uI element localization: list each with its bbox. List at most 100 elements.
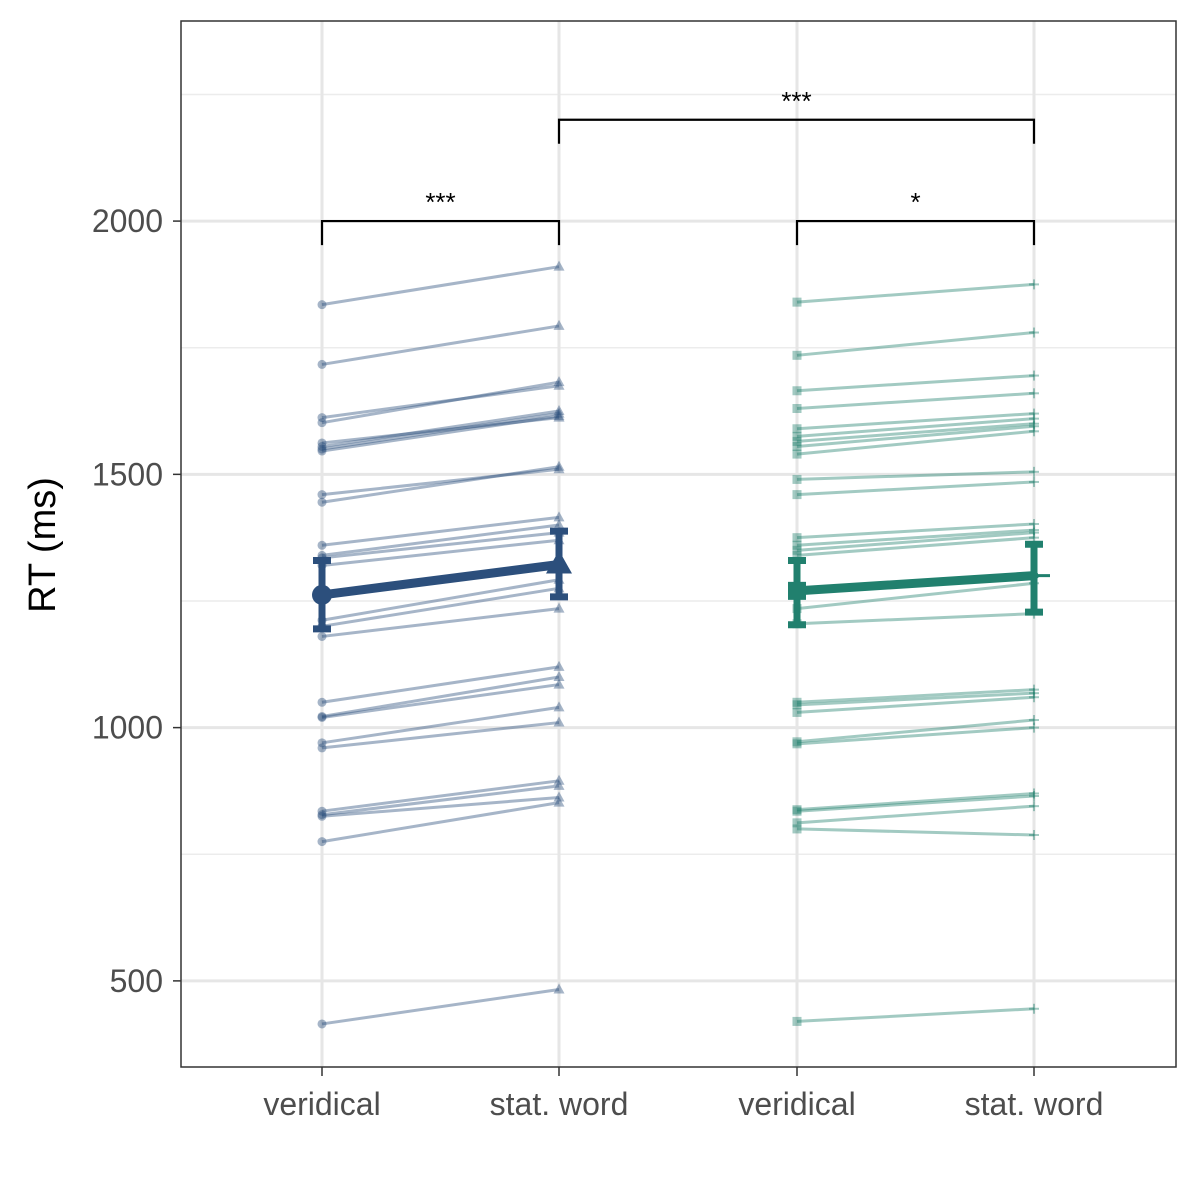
participant-segment	[321, 607, 560, 638]
participant-line	[792, 801, 1039, 828]
participant-segment	[321, 683, 560, 719]
participant-point-first	[317, 837, 327, 847]
x-axis: veridical stat. word veridical stat. word	[263, 1067, 1103, 1122]
participant-point-second	[1029, 830, 1039, 841]
participant-line	[317, 983, 565, 1029]
participant-point-first	[792, 533, 802, 543]
participant-line	[792, 1003, 1039, 1026]
participant-point-first	[792, 431, 802, 441]
participant-point-first	[317, 738, 327, 748]
participant-line	[792, 788, 1039, 815]
participant-point-second	[553, 405, 565, 416]
participant-line	[317, 701, 565, 748]
participant-line	[317, 407, 565, 454]
participant-segment	[796, 688, 1035, 704]
participant-point-second	[1029, 279, 1039, 290]
significance-bracket: ***	[320, 187, 561, 246]
participant-point-first	[792, 490, 802, 500]
participant-segment	[796, 429, 1035, 456]
participant-point-second	[553, 511, 565, 522]
participant-point-first	[317, 711, 327, 721]
participant-line	[792, 327, 1039, 360]
participant-segment	[321, 796, 560, 818]
participant-segment	[321, 721, 560, 750]
participant-point-first	[792, 824, 802, 834]
participant-segment	[796, 422, 1035, 443]
participant-point-first	[792, 350, 802, 360]
participant-line	[317, 405, 565, 451]
participant-line	[317, 796, 565, 847]
participant-point-second	[1029, 421, 1039, 432]
comparisons: *** ****	[320, 86, 1036, 246]
y-axis: 500 1000 1500 2000	[92, 203, 181, 999]
participant-point-first	[317, 300, 327, 310]
participant-point-second	[553, 701, 565, 712]
participant-line	[317, 411, 565, 448]
participant-point-second	[1029, 388, 1039, 399]
participant-line	[317, 410, 565, 456]
participant-line	[792, 527, 1039, 555]
participant-point-second	[553, 260, 565, 271]
plot-border	[180, 20, 1177, 1068]
participant-line	[317, 376, 565, 428]
y-tick-label: 2000	[92, 203, 163, 239]
participant-line	[317, 602, 565, 641]
significance-label: ***	[425, 187, 455, 217]
participant-line	[792, 421, 1039, 451]
mean-point-first	[312, 584, 332, 605]
participant-segment	[796, 424, 1035, 448]
participant-segment	[796, 581, 1035, 611]
participant-point-second	[1029, 715, 1039, 726]
participant-segment	[321, 409, 560, 448]
participant-point-first	[792, 441, 802, 451]
participant-point-second	[1029, 408, 1039, 419]
participant-point-second	[553, 670, 565, 681]
participant-line	[792, 684, 1039, 707]
participant-point-second	[553, 779, 565, 790]
participant-segment	[321, 705, 560, 745]
participant-point-first	[792, 436, 802, 446]
participant-point-first	[792, 700, 802, 710]
participant-segment	[321, 675, 560, 718]
participant-line	[792, 418, 1039, 446]
participant-line	[792, 688, 1039, 710]
participant-segment	[321, 416, 560, 445]
participant-point-first	[317, 418, 327, 428]
participant-point-first	[792, 449, 802, 459]
participant-segment	[796, 470, 1035, 481]
participant-point-first	[317, 446, 327, 456]
participant-point-second	[553, 463, 565, 474]
participant-segment	[321, 384, 560, 420]
participant-point-first	[792, 424, 802, 434]
mean-line	[792, 571, 1039, 596]
participant-point-first	[317, 631, 327, 641]
participant-segment	[796, 480, 1035, 497]
participant-point-first	[792, 550, 802, 560]
participant-line	[317, 511, 565, 550]
mean-point-first	[788, 581, 806, 600]
participant-point-first	[317, 712, 327, 722]
participant-point-first	[317, 811, 327, 821]
participant-segment	[321, 265, 560, 307]
participant-point-second	[1029, 1003, 1039, 1014]
y-tick-label: 1000	[92, 710, 163, 746]
summary	[312, 527, 1050, 633]
plot-background	[181, 21, 1176, 1067]
participant-line	[317, 716, 565, 753]
participant-segment	[796, 791, 1035, 812]
y-tick-label: 500	[110, 963, 163, 999]
participant-point-first	[792, 697, 802, 707]
participant-segment	[321, 531, 560, 560]
participant-segment	[796, 726, 1035, 746]
participant-segment	[796, 391, 1035, 410]
participant-point-first	[317, 540, 327, 550]
participant-point-first	[317, 441, 327, 451]
participant-point-second	[1029, 327, 1039, 338]
participant-line	[792, 388, 1039, 414]
participant-point-first	[317, 497, 327, 507]
participant-point-second	[1029, 466, 1039, 477]
participant-point-first	[792, 1016, 802, 1026]
participant-point-second	[553, 660, 565, 671]
participant-segment	[796, 417, 1035, 438]
participant-segment	[796, 1007, 1035, 1023]
